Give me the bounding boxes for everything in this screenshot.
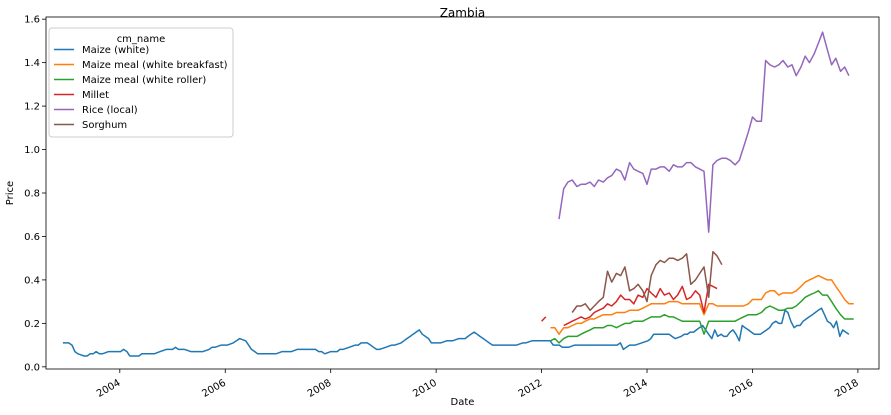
x-tick-label-2018: 2018: [833, 378, 861, 400]
chart-title: Zambia: [440, 6, 486, 20]
legend-entries: Maize (white) Maize meal (white breakfast…: [54, 45, 228, 131]
x-tick-label-2008: 2008: [306, 378, 334, 400]
legend-label-millet: Millet: [82, 90, 109, 101]
y-tick-label-2: 0.4: [24, 275, 40, 286]
y-tick-label-4: 0.8: [24, 189, 40, 200]
legend-label-maize-meal-white-breakfast: Maize meal (white breakfast): [82, 60, 228, 71]
series-line-rice-local: [558, 31, 850, 233]
legend-label-maize-meal-white-roller: Maize meal (white roller): [82, 75, 206, 86]
legend-title: cm_name: [117, 34, 166, 45]
legend-box: [48, 27, 234, 138]
x-tick-label-2014: 2014: [622, 378, 650, 400]
y-tick-label-3: 0.6: [24, 232, 40, 243]
y-tick-label-0: 0.0: [24, 362, 40, 373]
y-axis: 0.0 0.2 0.4 0.6 0.8 1.0 1.2 1.4 1.6: [24, 15, 46, 373]
y-tick-label-7: 1.4: [24, 58, 40, 69]
x-tick-label-2006: 2006: [200, 378, 228, 400]
legend-label-sorghum: Sorghum: [82, 120, 127, 131]
y-axis-label: Price: [5, 181, 16, 205]
series-line-millet-1: [541, 316, 547, 322]
series-line-maize-white: [62, 307, 850, 357]
x-tick-label-2010: 2010: [411, 378, 439, 400]
x-axis-label: Date: [451, 397, 475, 408]
x-tick-label-2004: 2004: [95, 378, 123, 400]
series-line-maize-meal-white-breakfast: [550, 274, 854, 335]
series-line-millet-2: [563, 283, 718, 327]
x-axis: 2004 2006 2008 2010 2012 2014 2016 2018: [95, 369, 861, 400]
series-layer: [62, 31, 854, 357]
legend: cm_name Maize (white) Maize meal (white b…: [48, 27, 234, 138]
y-tick-label-8: 1.6: [24, 15, 40, 26]
y-tick-label-6: 1.2: [24, 102, 40, 113]
legend-label-rice-local: Rice (local): [82, 105, 138, 116]
series-line-sorghum: [571, 250, 723, 313]
x-tick-label-2012: 2012: [517, 378, 545, 400]
legend-label-maize-white: Maize (white): [82, 45, 149, 56]
x-tick-label-2016: 2016: [728, 378, 756, 400]
y-tick-label-5: 1.0: [24, 145, 40, 156]
y-tick-label-1: 0.2: [24, 319, 40, 330]
series-line-maize-meal-white-roller: [550, 290, 854, 344]
